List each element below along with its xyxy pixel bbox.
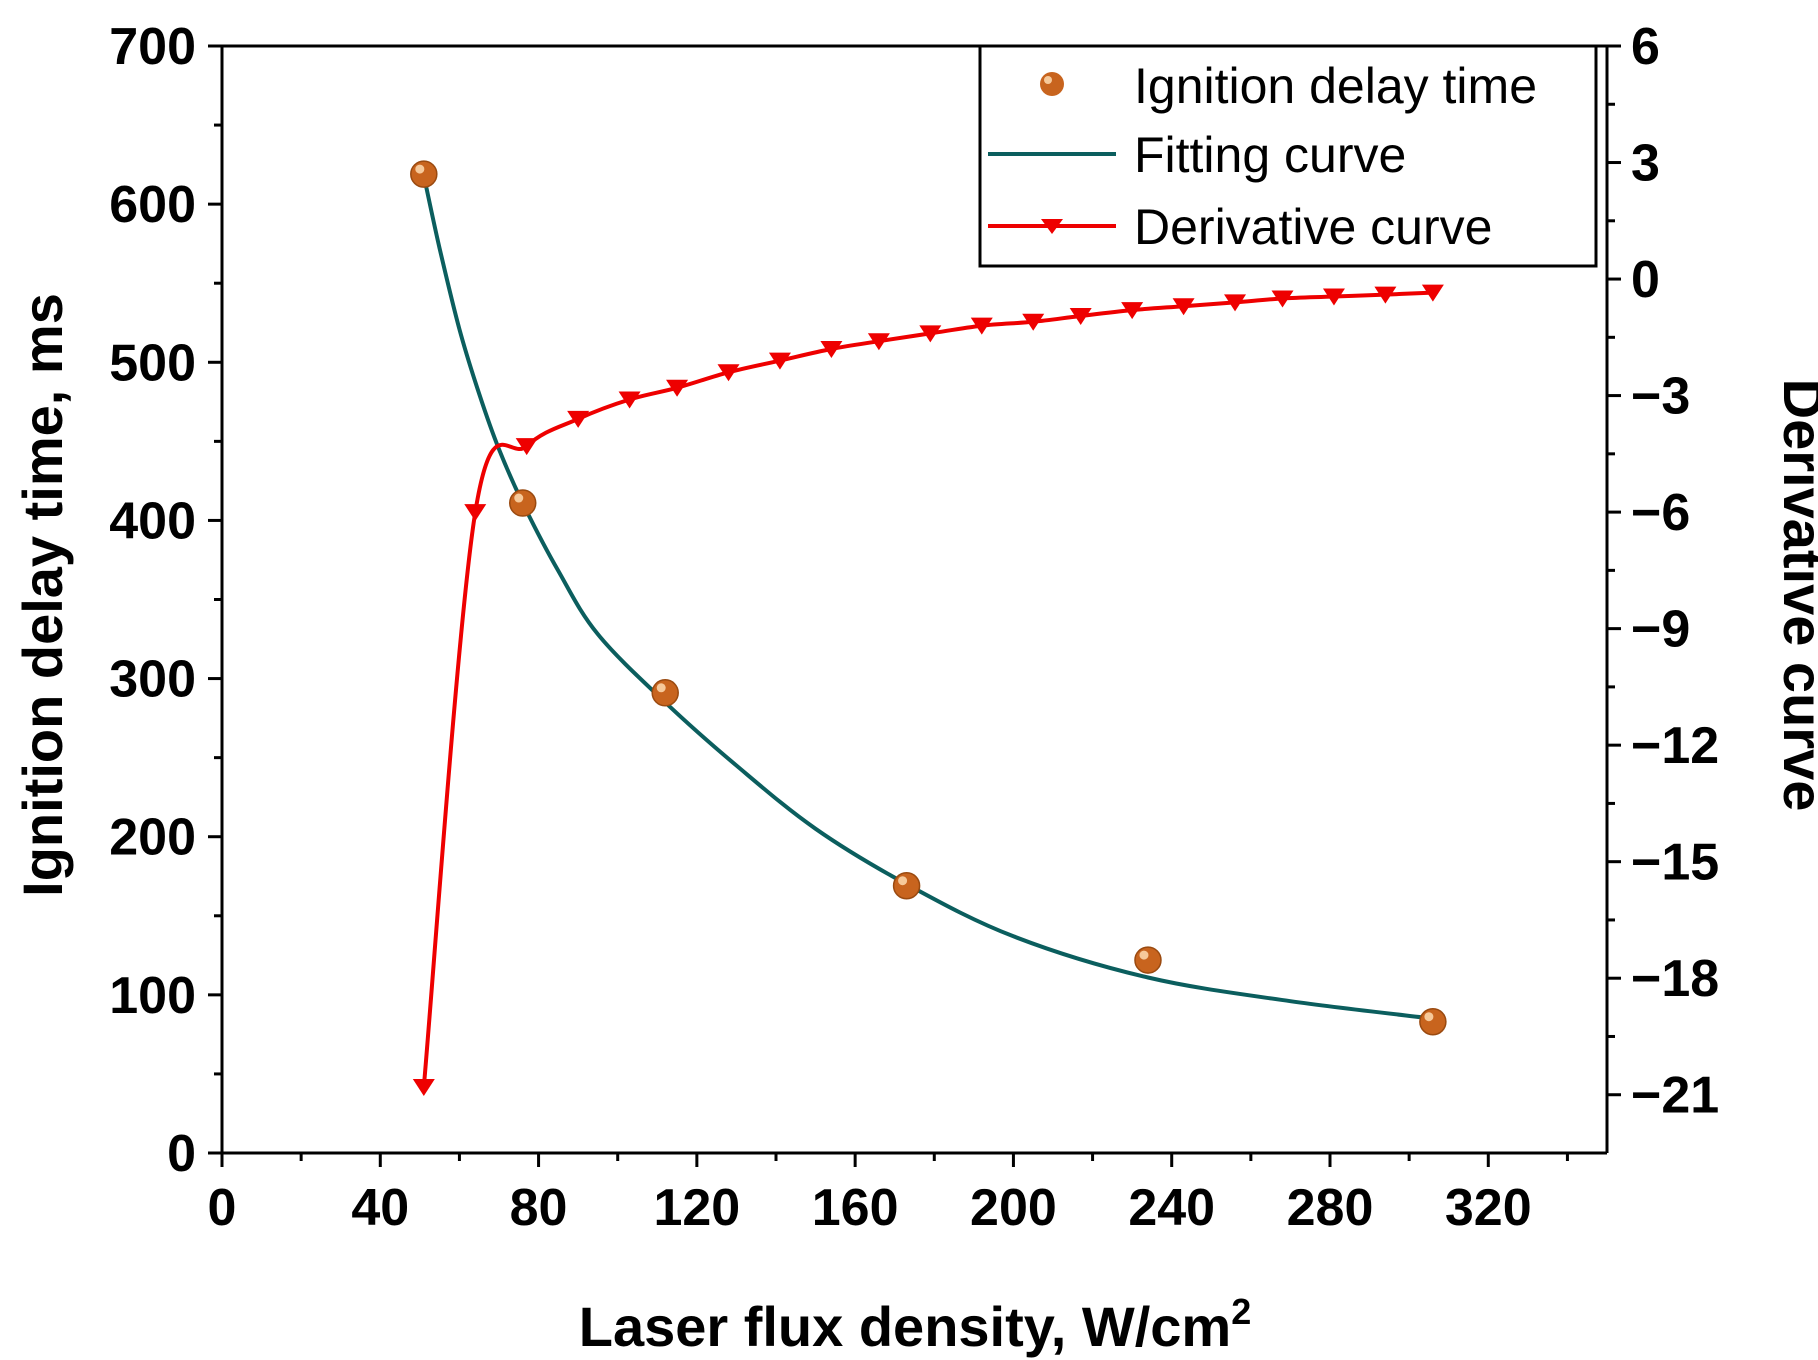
derivative-point: [919, 325, 942, 343]
x-axis-title: Laser flux density, W/cm2: [579, 1291, 1252, 1358]
legend: Ignition delay time Fitting curve Deriva…: [978, 44, 1598, 268]
right-y-tick-label: −18: [1631, 950, 1719, 1008]
legend-entry-fitting-curve: Fitting curve: [988, 127, 1406, 183]
derivative-point: [515, 438, 538, 456]
ignition-delay-point-sphere: [410, 160, 438, 188]
legend-entry-ignition-delay-time: Ignition delay time: [1040, 58, 1537, 114]
right-y-axis-title: Derivative curve: [1772, 379, 1818, 812]
ignition-delay-point: [651, 679, 679, 707]
derivative-point: [1374, 286, 1397, 304]
left-y-tick-label: 0: [167, 1125, 196, 1183]
left-y-tick-label: 400: [109, 492, 196, 550]
right-y-tick-label: 6: [1631, 18, 1660, 76]
x-tick-label: 160: [812, 1179, 899, 1237]
derivative-point: [567, 410, 590, 428]
legend-marker-sphere: [1040, 72, 1064, 96]
derivative-point: [464, 504, 487, 522]
x-axis-title-superscript: 2: [1231, 1291, 1251, 1332]
derivative-point: [1322, 288, 1345, 306]
left-y-tick-label: 100: [109, 967, 196, 1025]
x-tick-label: 200: [970, 1179, 1057, 1237]
derivative-point: [717, 364, 740, 382]
left-y-tick-label: 600: [109, 176, 196, 234]
derivative-point: [970, 317, 993, 335]
derivative-point: [1069, 307, 1092, 325]
ignition-delay-point-sphere: [508, 489, 537, 517]
x-tick-label: 0: [208, 1179, 237, 1237]
x-tick-label: 80: [510, 1179, 568, 1237]
right-y-axis-ticks: 6 3 0 −3 −6 −9 −12 −15 −18 −21: [1607, 18, 1719, 1125]
right-y-tick-label: −3: [1631, 368, 1690, 426]
ignition-delay-point-sphere: [1134, 946, 1162, 974]
ignition-delay-point-highlight: [415, 164, 425, 174]
ignition-delay-point-highlight: [656, 683, 666, 693]
series-layer: [410, 160, 1447, 1096]
ignition-delay-point-highlight: [1424, 1012, 1434, 1022]
derivative-point: [1121, 302, 1144, 320]
legend-label-ignition-delay-time: Ignition delay time: [1134, 58, 1537, 114]
ignition-delay-point-highlight: [898, 876, 908, 886]
left-y-axis-ticks: 0 100 200 300 400 500 600 700: [109, 18, 222, 1183]
derivative-point: [1224, 294, 1247, 312]
x-tick-label: 280: [1287, 1179, 1374, 1237]
left-y-tick-label: 200: [109, 809, 196, 867]
ignition-delay-point-sphere: [651, 679, 679, 707]
derivative-point: [1022, 313, 1045, 331]
ignition-delay-point: [508, 489, 537, 517]
x-tick-label: 120: [653, 1179, 740, 1237]
legend-marker-highlight: [1044, 76, 1052, 84]
x-tick-label: 320: [1445, 1179, 1532, 1237]
ignition-delay-point-highlight: [1139, 950, 1149, 960]
derivative-point: [618, 391, 641, 409]
derivative-point: [1172, 298, 1195, 316]
right-y-tick-label: −6: [1631, 484, 1690, 542]
ignition-delay-point: [1134, 946, 1162, 974]
legend-label-derivative-curve: Derivative curve: [1134, 199, 1492, 255]
derivative-point: [412, 1078, 435, 1096]
x-tick-label: 40: [351, 1179, 409, 1237]
right-y-tick-label: −15: [1631, 834, 1719, 892]
derivative-point: [867, 333, 890, 351]
derivative-point: [768, 352, 791, 370]
derivative-point: [666, 379, 689, 397]
left-y-tick-label: 700: [109, 18, 196, 76]
ignition-delay-point: [1419, 1007, 1447, 1036]
legend-entry-derivative-curve: Derivative curve: [988, 199, 1492, 255]
ignition-delay-point-highlight: [514, 493, 524, 503]
right-y-tick-label: −21: [1631, 1067, 1719, 1125]
left-y-tick-label: 500: [109, 334, 196, 392]
left-y-axis-title: Ignition delay time, ms: [11, 293, 74, 897]
legend-marker-triangle: [1041, 219, 1063, 234]
derivative-point: [1421, 284, 1444, 302]
ignition-delay-point: [892, 871, 921, 900]
ignition-delay-point-sphere: [1419, 1007, 1447, 1036]
right-y-tick-label: 0: [1631, 251, 1660, 309]
legend-label-fitting-curve: Fitting curve: [1134, 127, 1406, 183]
right-y-tick-label: −12: [1631, 717, 1719, 775]
right-y-tick-label: −9: [1631, 601, 1690, 659]
right-y-tick-label: 3: [1631, 135, 1660, 193]
derivative-point: [820, 340, 843, 358]
fitting-curve-line: [421, 175, 1434, 1021]
derivative-point: [1271, 290, 1294, 308]
x-axis-ticks: 0 40 80 120 160 200 240 280 320: [208, 1153, 1569, 1237]
x-tick-label: 240: [1128, 1179, 1215, 1237]
ignition-delay-point: [410, 160, 438, 188]
left-y-tick-label: 300: [109, 651, 196, 709]
x-axis-title-text: Laser flux density, W/cm: [579, 1295, 1231, 1358]
ignition-delay-point-sphere: [892, 871, 921, 900]
